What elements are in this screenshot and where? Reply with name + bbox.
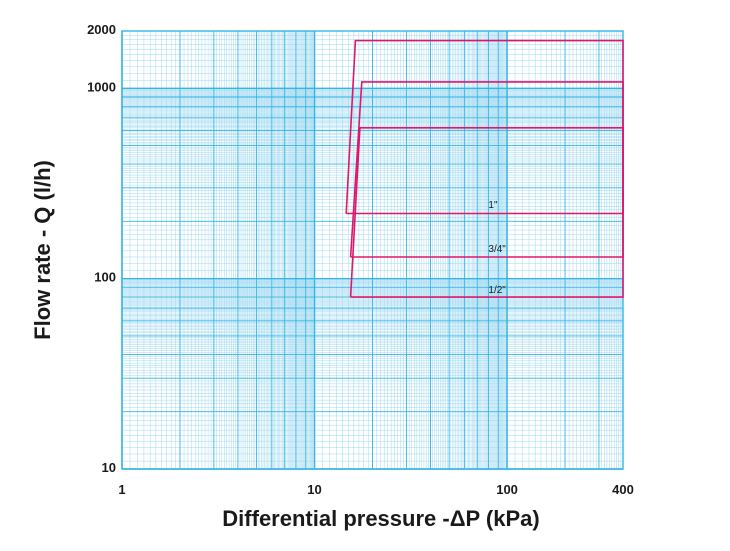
series-line-2	[345, 39, 624, 215]
y-tick-label: 100	[94, 270, 116, 285]
y-axis-title: Flow rate - Q (l/h)	[30, 160, 55, 340]
x-tick-label: 10	[307, 482, 321, 497]
x-tick-label: 100	[496, 482, 518, 497]
series-label-1: 3/4"	[488, 244, 506, 255]
y-tick-label: 1000	[87, 79, 116, 94]
series-line-1	[349, 81, 624, 258]
series-label-2: 1"	[488, 200, 498, 211]
minor-grid	[122, 31, 623, 469]
y-tick-label: 2000	[87, 22, 116, 37]
series-label-0: 1/2"	[488, 285, 506, 296]
x-axis-title: Differential pressure -ΔP (kPa)	[222, 506, 539, 531]
series-layer: 1/2" 3/4" 1"	[345, 39, 624, 298]
major-grid	[121, 30, 624, 470]
series-line-0	[349, 127, 624, 298]
x-tick-label: 400	[612, 482, 634, 497]
x-tick-label: 1	[118, 482, 125, 497]
y-tick-label: 10	[102, 460, 116, 475]
